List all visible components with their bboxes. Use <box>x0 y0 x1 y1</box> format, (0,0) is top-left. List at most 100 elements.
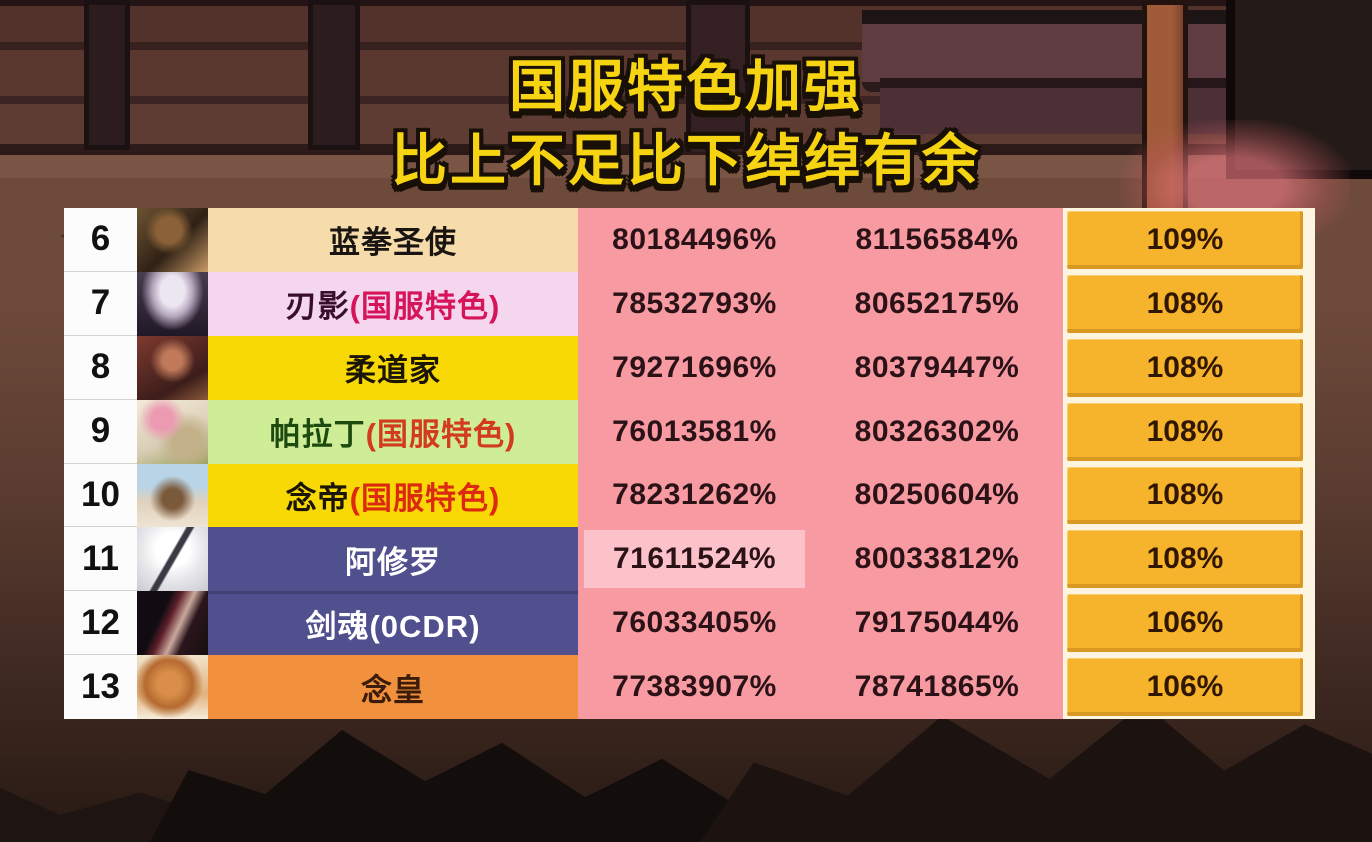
character-name: 柔道家 <box>345 353 441 389</box>
table-row: 7 刃影 (国服特色) 78532793% 80652175% 108% <box>64 271 1315 336</box>
value1-text: 78532793% <box>612 286 777 320</box>
ratio-cell: 106% <box>1063 655 1315 719</box>
value1-cell: 79271696% <box>578 335 811 400</box>
table-row: 8 柔道家 79271696% 80379447% 108% <box>64 335 1315 400</box>
character-name: 念帝 <box>285 480 350 516</box>
ratio-text: 106% <box>1146 670 1224 704</box>
character-name: 帕拉丁 <box>269 417 366 453</box>
ratio-box: 108% <box>1067 402 1303 461</box>
name-cell: 剑魂(0CDR) <box>208 591 578 656</box>
rank-number: 12 <box>81 602 120 642</box>
ratio-text: 108% <box>1146 286 1224 320</box>
character-portrait <box>137 208 208 272</box>
table-row: 13 念皇 77383907% 78741865% 106% <box>64 655 1315 719</box>
rank-cell: 13 <box>64 655 137 719</box>
ratio-text: 108% <box>1146 350 1224 384</box>
character-portrait <box>137 335 208 400</box>
ratio-text: 106% <box>1146 606 1224 640</box>
character-name-suffix: (国服特色) <box>349 480 501 516</box>
ratio-text: 109% <box>1146 222 1224 256</box>
value2-text: 81156584% <box>855 222 1019 256</box>
character-name: 阿修罗 <box>345 544 441 580</box>
rank-number: 9 <box>90 411 111 451</box>
value1-cell: 80184496% <box>578 208 811 272</box>
ratio-box: 108% <box>1067 274 1303 333</box>
value2-text: 80379447% <box>854 350 1020 384</box>
headline: 国服特色加强 比上不足比下绰绰有余 <box>0 50 1372 198</box>
value2-text: 80652175% <box>854 286 1020 320</box>
value2-text: 79175044% <box>854 606 1020 640</box>
ratio-box: 109% <box>1067 211 1303 269</box>
value1-cell: 76013581% <box>578 399 811 464</box>
rank-cell: 7 <box>64 271 137 336</box>
value1-text: 77383907% <box>612 670 777 704</box>
ratio-cell: 106% <box>1063 591 1315 656</box>
value2-cell: 80326302% <box>811 399 1063 464</box>
character-portrait <box>137 271 208 336</box>
table-row: 10 念帝 (国服特色) 78231262% 80250604% 108% <box>64 463 1315 528</box>
value-highlight <box>584 530 805 589</box>
value1-cell: 78231262% <box>578 463 811 528</box>
ratio-box: 108% <box>1067 338 1303 397</box>
ratio-box: 106% <box>1067 658 1303 716</box>
rank-cell: 10 <box>64 463 137 528</box>
character-name: 蓝拳圣使 <box>329 225 457 261</box>
value1-cell: 76033405% <box>578 591 811 656</box>
rank-cell: 8 <box>64 335 137 400</box>
headline-line2: 比上不足比下绰绰有余 <box>391 128 981 192</box>
value1-cell: 77383907% <box>578 655 811 719</box>
ratio-text: 108% <box>1146 414 1224 448</box>
rank-cell: 11 <box>64 527 137 592</box>
name-cell: 蓝拳圣使 <box>208 208 578 272</box>
value1-text: 80184496% <box>612 222 777 256</box>
ratio-cell: 109% <box>1063 208 1315 272</box>
headline-line1: 国服特色加强 <box>509 55 863 118</box>
ratio-cell: 108% <box>1063 399 1315 464</box>
ratio-cell: 108% <box>1063 463 1315 528</box>
value2-text: 78741865% <box>854 670 1020 704</box>
value2-cell: 80652175% <box>811 271 1063 336</box>
ratio-cell: 108% <box>1063 335 1315 400</box>
wall-post <box>686 0 750 170</box>
name-cell: 刃影 (国服特色) <box>208 271 578 336</box>
ratio-cell: 108% <box>1063 271 1315 336</box>
rank-cell: 6 <box>64 208 137 272</box>
value1-text: 76033405% <box>612 606 777 640</box>
character-portrait <box>137 591 208 656</box>
character-portrait <box>137 399 208 464</box>
tier-table: 6 蓝拳圣使 80184496% 81156584% 109% 7 刃影 (国服特… <box>64 208 1315 719</box>
rank-number: 8 <box>90 347 111 387</box>
ratio-box: 106% <box>1067 594 1303 653</box>
character-name: 念皇 <box>361 672 425 708</box>
ratio-text: 108% <box>1146 478 1224 512</box>
rank-number: 10 <box>81 474 120 514</box>
value1-text: 71611524% <box>613 542 776 576</box>
character-name: 刃影 <box>285 289 350 325</box>
rank-number: 6 <box>90 219 111 259</box>
value2-cell: 80033812% <box>811 527 1063 592</box>
table-row: 11 阿修罗 71611524% 80033812% 108% <box>64 527 1315 592</box>
value2-cell: 79175044% <box>811 591 1063 656</box>
name-cell: 帕拉丁 (国服特色) <box>208 399 578 464</box>
character-portrait <box>137 463 208 528</box>
rank-cell: 9 <box>64 399 137 464</box>
name-cell: 阿修罗 <box>208 527 578 592</box>
value1-text: 78231262% <box>612 478 777 512</box>
wall-post <box>308 0 360 150</box>
value1-text: 79271696% <box>612 350 777 384</box>
ratio-box: 108% <box>1067 466 1303 525</box>
ratio-text: 108% <box>1146 542 1224 576</box>
character-name-suffix: (国服特色) <box>365 417 517 453</box>
ratio-box: 108% <box>1067 530 1303 589</box>
value2-cell: 80379447% <box>811 335 1063 400</box>
rank-number: 7 <box>90 283 111 323</box>
value2-text: 80033812% <box>854 542 1020 576</box>
character-portrait <box>137 527 208 592</box>
value2-cell: 78741865% <box>811 655 1063 719</box>
character-portrait <box>137 655 208 719</box>
rank-number: 11 <box>82 538 119 578</box>
character-name-suffix: (国服特色) <box>349 289 501 325</box>
value2-text: 80250604% <box>854 478 1020 512</box>
rank-number: 13 <box>81 667 120 707</box>
value2-cell: 80250604% <box>811 463 1063 528</box>
